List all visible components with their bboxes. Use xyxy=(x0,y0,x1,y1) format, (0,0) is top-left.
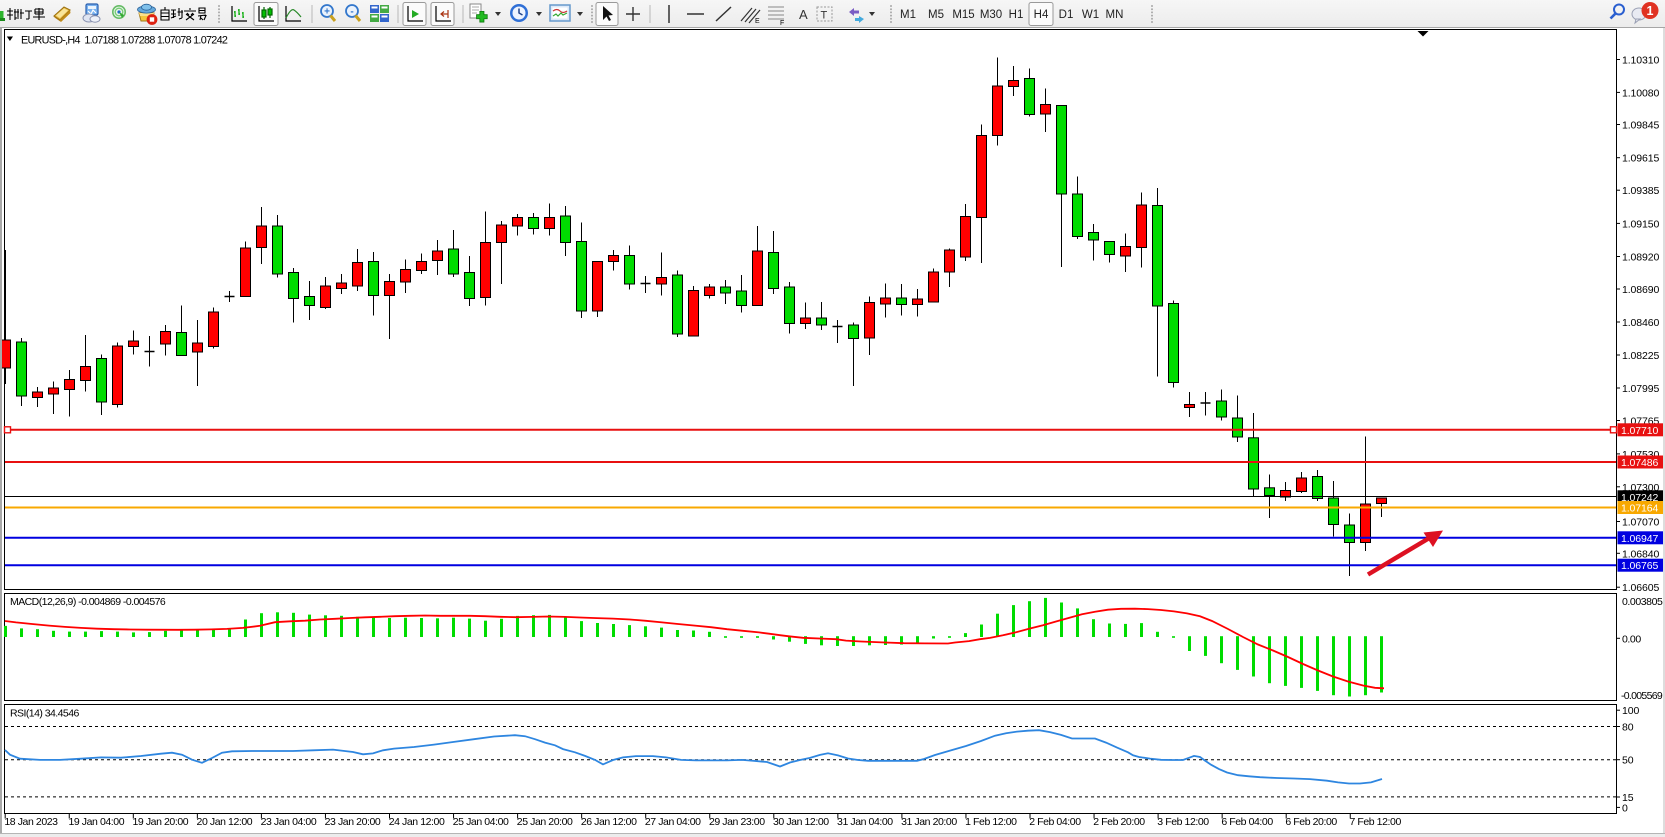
svg-text:1.09150: 1.09150 xyxy=(1622,218,1660,230)
svg-text:1.08690: 1.08690 xyxy=(1622,284,1660,296)
svg-text:EURUSD-,H4 1.07188 1.07288 1.: EURUSD-,H4 1.07188 1.07288 1.07078 1.072… xyxy=(21,35,228,47)
svg-text:27 Jan 04:00: 27 Jan 04:00 xyxy=(645,816,701,828)
svg-text:0.00: 0.00 xyxy=(1622,633,1641,645)
svg-text:1 Feb 12:00: 1 Feb 12:00 xyxy=(965,816,1017,828)
svg-text:1.09615: 1.09615 xyxy=(1622,153,1660,165)
svg-text:31 Jan 04:00: 31 Jan 04:00 xyxy=(837,816,893,828)
svg-text:1.07164: 1.07164 xyxy=(1621,503,1659,515)
svg-text:1.06605: 1.06605 xyxy=(1622,582,1660,594)
svg-text:1.06765: 1.06765 xyxy=(1621,560,1659,572)
svg-text:MN: MN xyxy=(1106,9,1124,21)
svg-text:29 Jan 23:00: 29 Jan 23:00 xyxy=(709,816,765,828)
svg-text:50: 50 xyxy=(1622,755,1634,767)
svg-text:H4: H4 xyxy=(1034,9,1049,21)
svg-text:2 Feb 04:00: 2 Feb 04:00 xyxy=(1029,816,1081,828)
svg-text:M5: M5 xyxy=(928,9,944,21)
svg-text:0: 0 xyxy=(1622,802,1628,814)
svg-text:6 Feb 04:00: 6 Feb 04:00 xyxy=(1221,816,1273,828)
svg-text:1.10080: 1.10080 xyxy=(1622,87,1660,99)
svg-text:2 Feb 20:00: 2 Feb 20:00 xyxy=(1093,816,1145,828)
svg-text:25 Jan 20:00: 25 Jan 20:00 xyxy=(517,816,573,828)
svg-text:RSI(14) 34.4546: RSI(14) 34.4546 xyxy=(10,708,80,720)
svg-text:A: A xyxy=(799,7,808,22)
svg-text:1.07995: 1.07995 xyxy=(1622,383,1660,395)
svg-text:1.07242: 1.07242 xyxy=(1621,492,1659,504)
svg-text:MACD(12,26,9) -0.004869 -0.004: MACD(12,26,9) -0.004869 -0.004576 xyxy=(10,596,166,608)
svg-text:M30: M30 xyxy=(980,9,1002,21)
svg-text:1.09845: 1.09845 xyxy=(1622,120,1660,132)
svg-text:80: 80 xyxy=(1622,722,1634,734)
svg-text:31 Jan 20:00: 31 Jan 20:00 xyxy=(901,816,957,828)
svg-text:23 Jan 20:00: 23 Jan 20:00 xyxy=(325,816,381,828)
svg-text:1: 1 xyxy=(1647,4,1654,18)
svg-text:M1: M1 xyxy=(900,9,916,21)
svg-text:1.07710: 1.07710 xyxy=(1621,425,1659,437)
svg-text:1.08920: 1.08920 xyxy=(1622,252,1660,264)
svg-text:20 Jan 12:00: 20 Jan 12:00 xyxy=(197,816,253,828)
svg-text:0.003805: 0.003805 xyxy=(1622,596,1663,608)
svg-text:3 Feb 12:00: 3 Feb 12:00 xyxy=(1157,816,1209,828)
svg-text:E: E xyxy=(755,18,760,25)
svg-text:1.09385: 1.09385 xyxy=(1622,185,1660,197)
svg-text:23 Jan 04:00: 23 Jan 04:00 xyxy=(261,816,317,828)
svg-text:1.07486: 1.07486 xyxy=(1621,457,1659,469)
svg-text:100: 100 xyxy=(1622,705,1639,717)
svg-text:7 Feb 12:00: 7 Feb 12:00 xyxy=(1349,816,1401,828)
svg-text:1.06947: 1.06947 xyxy=(1621,533,1659,545)
svg-text:W1: W1 xyxy=(1082,9,1099,21)
svg-text:+: + xyxy=(324,7,330,18)
svg-text:1.10310: 1.10310 xyxy=(1622,55,1660,67)
svg-text:F: F xyxy=(780,20,784,27)
svg-text:26 Jan 12:00: 26 Jan 12:00 xyxy=(581,816,637,828)
svg-text:-0.005569: -0.005569 xyxy=(1621,690,1663,702)
svg-text:15: 15 xyxy=(1622,792,1634,804)
svg-text:1.08225: 1.08225 xyxy=(1622,350,1660,362)
svg-text:6 Feb 20:00: 6 Feb 20:00 xyxy=(1285,816,1337,828)
svg-text:D1: D1 xyxy=(1059,9,1074,21)
svg-text:M15: M15 xyxy=(952,9,974,21)
svg-text:T: T xyxy=(821,10,828,22)
svg-text:25 Jan 04:00: 25 Jan 04:00 xyxy=(453,816,509,828)
svg-text:18 Jan 2023: 18 Jan 2023 xyxy=(4,816,58,828)
svg-text:1.06840: 1.06840 xyxy=(1622,548,1660,560)
svg-text:30 Jan 12:00: 30 Jan 12:00 xyxy=(773,816,829,828)
svg-text:19 Jan 04:00: 19 Jan 04:00 xyxy=(68,816,124,828)
svg-text:H1: H1 xyxy=(1009,9,1024,21)
svg-text:-: - xyxy=(350,7,353,18)
svg-text:24 Jan 12:00: 24 Jan 12:00 xyxy=(389,816,445,828)
svg-text:1.08460: 1.08460 xyxy=(1622,317,1660,329)
svg-text:1.07070: 1.07070 xyxy=(1622,517,1660,529)
svg-text:19 Jan 20:00: 19 Jan 20:00 xyxy=(133,816,189,828)
